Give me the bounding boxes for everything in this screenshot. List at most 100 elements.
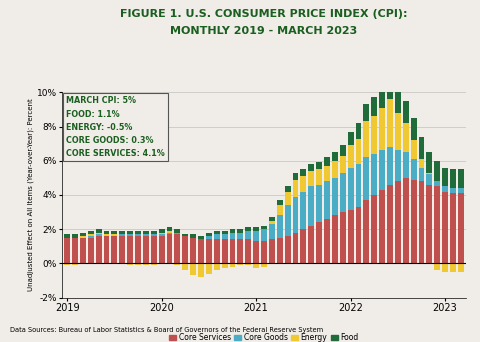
- Bar: [253, 241, 259, 263]
- Bar: [229, 233, 236, 239]
- Bar: [245, 239, 251, 263]
- Bar: [88, 238, 94, 263]
- Bar: [285, 205, 290, 236]
- Bar: [348, 145, 354, 168]
- Bar: [174, 233, 180, 234]
- Bar: [292, 197, 299, 233]
- Bar: [104, 231, 109, 234]
- Bar: [72, 238, 78, 263]
- Bar: [434, 186, 440, 263]
- Bar: [277, 238, 283, 263]
- Bar: [111, 236, 117, 263]
- Bar: [450, 263, 456, 272]
- Bar: [253, 227, 259, 231]
- Bar: [395, 181, 401, 263]
- Bar: [277, 205, 283, 215]
- Bar: [434, 263, 440, 270]
- Bar: [308, 226, 314, 263]
- Bar: [143, 231, 149, 234]
- Bar: [403, 123, 408, 152]
- Bar: [120, 236, 125, 263]
- Bar: [379, 108, 385, 150]
- Bar: [174, 234, 180, 263]
- Bar: [120, 234, 125, 236]
- Bar: [442, 168, 448, 186]
- Bar: [316, 169, 322, 185]
- Bar: [111, 234, 117, 236]
- Bar: [80, 238, 86, 263]
- Bar: [72, 234, 78, 238]
- Bar: [167, 234, 172, 263]
- Bar: [167, 227, 172, 231]
- Bar: [182, 234, 188, 236]
- Bar: [206, 236, 212, 239]
- Bar: [285, 186, 290, 192]
- Bar: [174, 229, 180, 233]
- Bar: [300, 176, 306, 192]
- Bar: [88, 236, 94, 238]
- Bar: [419, 159, 424, 168]
- Bar: [332, 161, 338, 178]
- Bar: [379, 87, 385, 108]
- Bar: [104, 236, 109, 263]
- Bar: [450, 188, 456, 193]
- Bar: [292, 233, 299, 263]
- Bar: [332, 178, 338, 215]
- Bar: [316, 185, 322, 222]
- Bar: [245, 231, 251, 239]
- Bar: [340, 145, 346, 156]
- Bar: [222, 234, 228, 239]
- Bar: [261, 241, 267, 263]
- Bar: [229, 263, 236, 267]
- Bar: [442, 263, 448, 272]
- Bar: [324, 219, 330, 263]
- Bar: [198, 239, 204, 263]
- Bar: [434, 181, 440, 186]
- Bar: [426, 173, 432, 174]
- Bar: [442, 186, 448, 192]
- Bar: [450, 193, 456, 263]
- Bar: [238, 233, 243, 239]
- Bar: [214, 234, 220, 239]
- Bar: [372, 97, 377, 116]
- Bar: [206, 233, 212, 236]
- Bar: [104, 234, 109, 236]
- Text: MARCH CPI: 5%
FOOD: 1.1%
ENERGY: -0.5%
CORE GOODS: 0.3%
CORE SERVICES: 4.1%: MARCH CPI: 5% FOOD: 1.1% ENERGY: -0.5% C…: [66, 96, 165, 158]
- Bar: [261, 229, 267, 241]
- Legend: Core Services, Core Goods, Energy, Food: Core Services, Core Goods, Energy, Food: [166, 330, 362, 342]
- Bar: [403, 101, 408, 123]
- Bar: [379, 190, 385, 263]
- Bar: [300, 169, 306, 176]
- Bar: [182, 263, 188, 270]
- Bar: [308, 164, 314, 171]
- Bar: [167, 233, 172, 234]
- Bar: [198, 236, 204, 239]
- Bar: [198, 263, 204, 277]
- Bar: [379, 150, 385, 190]
- Bar: [426, 174, 432, 185]
- Bar: [348, 168, 354, 210]
- Bar: [182, 236, 188, 263]
- Bar: [151, 234, 156, 236]
- Bar: [206, 239, 212, 263]
- Bar: [159, 236, 165, 263]
- Bar: [159, 234, 165, 236]
- Bar: [419, 137, 424, 159]
- Bar: [316, 222, 322, 263]
- Bar: [363, 200, 369, 263]
- Bar: [222, 231, 228, 234]
- Bar: [458, 169, 464, 188]
- Bar: [96, 229, 102, 233]
- Bar: [332, 152, 338, 161]
- Bar: [458, 188, 464, 193]
- Bar: [80, 236, 86, 238]
- Bar: [245, 263, 251, 265]
- Y-axis label: Unadjusted Effect on All Items (Year-over-Year): Percent: Unadjusted Effect on All Items (Year-ove…: [27, 98, 34, 291]
- Bar: [206, 263, 212, 274]
- Bar: [64, 238, 70, 263]
- Bar: [277, 200, 283, 205]
- Bar: [426, 152, 432, 173]
- Bar: [340, 156, 346, 173]
- Bar: [387, 99, 393, 147]
- Bar: [269, 224, 275, 239]
